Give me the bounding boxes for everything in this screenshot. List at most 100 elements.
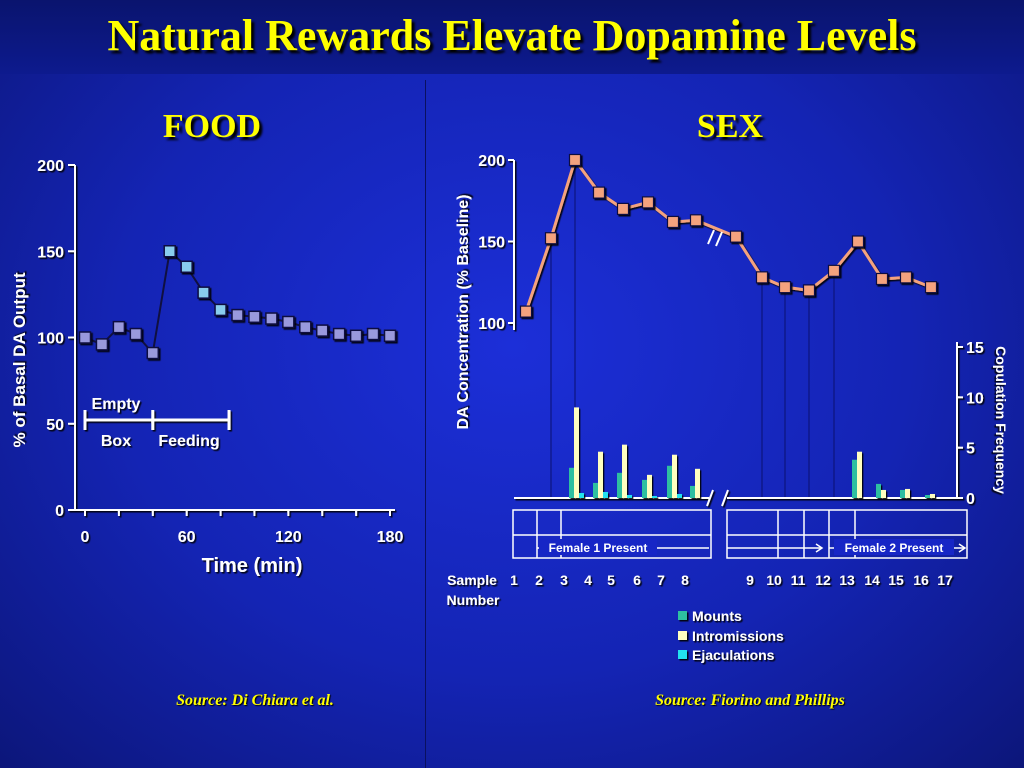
sample-number-label: 10	[766, 572, 782, 588]
food-y-tick-label: 100	[37, 331, 64, 348]
sex-left-y-axis-label: DA Concentration (% Baseline)	[455, 195, 472, 430]
da-data-point	[851, 235, 865, 248]
food-source: Source: Di Chiara et al.	[176, 692, 334, 709]
da-data-point	[616, 202, 630, 215]
bar-mounts	[569, 467, 574, 498]
title-bar	[0, 0, 1024, 74]
da-data-point	[641, 196, 655, 209]
da-data-point	[802, 284, 816, 297]
da-data-point	[755, 271, 769, 284]
sex-right-y-tick-label: 15	[966, 340, 984, 357]
food-data-point	[248, 310, 261, 324]
sex-source: Source: Fiorino and Phillips	[655, 692, 845, 709]
food-data-point	[332, 327, 346, 341]
line-break-mark	[715, 231, 723, 247]
line-break-mark	[707, 229, 715, 245]
food-x-axis-label: Time (min)	[202, 555, 303, 577]
bar-ejaculations	[579, 492, 584, 498]
bar-intromissions	[647, 474, 652, 498]
axis-break-mark	[721, 489, 729, 507]
legend-label-ejaculations: Ejaculations	[692, 647, 775, 663]
sex-right-y-tick-label: 5	[966, 441, 975, 458]
female-2-label: Female 2 Present	[845, 541, 944, 555]
bar-mounts	[593, 482, 598, 498]
da-data-point	[544, 232, 558, 245]
food-x-tick-label: 60	[178, 529, 196, 546]
female-1-label-bg	[539, 539, 657, 555]
bar-intromissions	[905, 488, 910, 498]
bar-intromissions	[598, 451, 603, 498]
bar-mounts	[690, 485, 695, 498]
da-data-point	[827, 264, 841, 277]
da-data-point	[899, 271, 913, 284]
legend-swatch-mounts	[678, 611, 687, 620]
female-2-label-bg	[834, 539, 954, 555]
food-data-point	[299, 320, 312, 334]
food-data-point	[383, 329, 397, 343]
food-chart: 0 50 100 150 200 0 60 120 180 Time (min) % of Basa…	[10, 158, 403, 577]
bar-ejaculations	[677, 493, 682, 498]
da-data-point	[689, 214, 703, 227]
bar-intromissions	[695, 468, 700, 498]
slide-title: Natural Rewards Elevate Dopamine Levels	[107, 11, 917, 60]
sample-number-label: 2	[535, 572, 543, 588]
female-1-label: Female 1 Present	[549, 541, 648, 555]
bar-mounts	[667, 465, 672, 498]
legend-swatch-intromissions	[678, 631, 687, 640]
sex-left-y-tick-label: 150	[478, 235, 505, 252]
bar-mounts	[617, 472, 622, 498]
sample-number-label: 3	[560, 572, 568, 588]
food-data-point	[315, 324, 329, 337]
panel-divider	[425, 80, 426, 768]
bar-mounts	[642, 479, 647, 498]
bar-mounts	[925, 494, 930, 498]
sample-number-label: 1	[510, 572, 518, 588]
bar-intromissions	[574, 407, 579, 498]
food-x-tick-label: 0	[81, 529, 90, 546]
food-phase-bars	[83, 410, 231, 430]
sample-number-label: 7	[657, 572, 665, 588]
food-data-point	[214, 303, 227, 317]
food-y-tick-label: 0	[55, 503, 64, 520]
bar-mounts	[852, 459, 857, 498]
box-label: Box	[101, 433, 131, 450]
food-panel-title: FOOD	[162, 108, 262, 145]
bar-intromissions	[881, 489, 886, 498]
food-data-point	[366, 327, 380, 341]
da-line-bridge	[695, 218, 737, 238]
bar-ejaculations	[603, 491, 608, 498]
bar-mounts	[900, 489, 905, 498]
food-data-point	[349, 329, 363, 343]
food-y-tick-label: 50	[46, 417, 64, 434]
sample-number-label: 14	[864, 572, 880, 588]
da-data-point	[666, 215, 680, 229]
sample-number-label: 17	[937, 572, 953, 588]
bar-intromissions	[672, 454, 677, 498]
food-axes	[68, 164, 395, 516]
sample-number-label: 13	[839, 572, 855, 588]
female-2-arrowhead	[958, 543, 967, 553]
food-y-axis-label: % of Basal DA Output	[10, 272, 29, 447]
food-data-point	[180, 260, 193, 274]
legend-label-mounts: Mounts	[692, 608, 742, 624]
sample-number-label: 9	[746, 572, 754, 588]
timeline-box-left	[512, 509, 712, 559]
transition-arrowhead	[815, 543, 824, 553]
sex-panel-title: SEX	[696, 108, 764, 145]
bar-mounts	[876, 483, 881, 498]
sex-right-y-tick-label: 10	[966, 390, 984, 407]
food-x-tick-label: 180	[377, 529, 404, 546]
sample-number-label: 6	[633, 572, 641, 588]
food-x-tick-label: 120	[275, 529, 302, 546]
sex-right-y-tick-label: 0	[966, 491, 975, 508]
food-data-point	[112, 320, 126, 334]
bar-ejaculations	[652, 495, 657, 498]
sex-right-y-axis-label: Copulation Frequency	[993, 346, 1009, 494]
food-y-tick-label: 150	[37, 244, 64, 261]
food-data-point	[197, 286, 210, 299]
sample-number-label: 4	[584, 572, 592, 588]
feeding-label: Feeding	[158, 433, 219, 450]
sex-left-y-tick-label: 200	[478, 153, 505, 170]
